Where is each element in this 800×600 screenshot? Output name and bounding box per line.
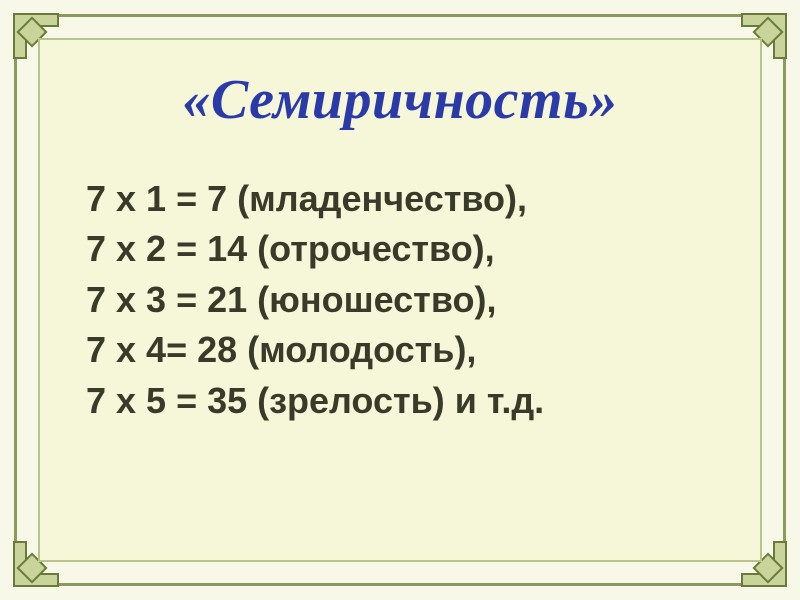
- stage-label: (молодость),: [237, 329, 476, 370]
- slide-frame: «Семиричность» 7 х 1 = 7 (младенчество),…: [0, 0, 800, 600]
- equation-line: 7 х 2 = 14 (отрочество),: [86, 224, 720, 274]
- equation-line: 7 х 3 = 21 (юношество),: [86, 275, 720, 325]
- equation-line: 7 х 4= 28 (молодость),: [86, 325, 720, 375]
- stage-label: (отрочество),: [247, 228, 495, 269]
- equation-text: 7 х 1 = 7: [86, 178, 227, 219]
- equation-line: 7 х 5 = 35 (зрелость) и т.д.: [86, 376, 720, 426]
- equation-line: 7 х 1 = 7 (младенчество),: [86, 174, 720, 224]
- content-panel: «Семиричность» 7 х 1 = 7 (младенчество),…: [38, 38, 762, 562]
- slide-title: «Семиричность»: [80, 68, 720, 132]
- stage-label: (юношество),: [247, 279, 496, 320]
- equation-list: 7 х 1 = 7 (младенчество), 7 х 2 = 14 (от…: [80, 174, 720, 426]
- stage-label: (зрелость) и т.д.: [247, 380, 544, 421]
- stage-label: (младенчество),: [227, 178, 527, 219]
- equation-text: 7 х 5 = 35: [86, 380, 247, 421]
- frame-border-left: [14, 50, 17, 550]
- equation-text: 7 х 4= 28: [86, 329, 237, 370]
- equation-text: 7 х 2 = 14: [86, 228, 247, 269]
- frame-border-bottom: [50, 583, 750, 586]
- frame-border-right: [783, 50, 786, 550]
- frame-border-top: [50, 14, 750, 17]
- equation-text: 7 х 3 = 21: [86, 279, 247, 320]
